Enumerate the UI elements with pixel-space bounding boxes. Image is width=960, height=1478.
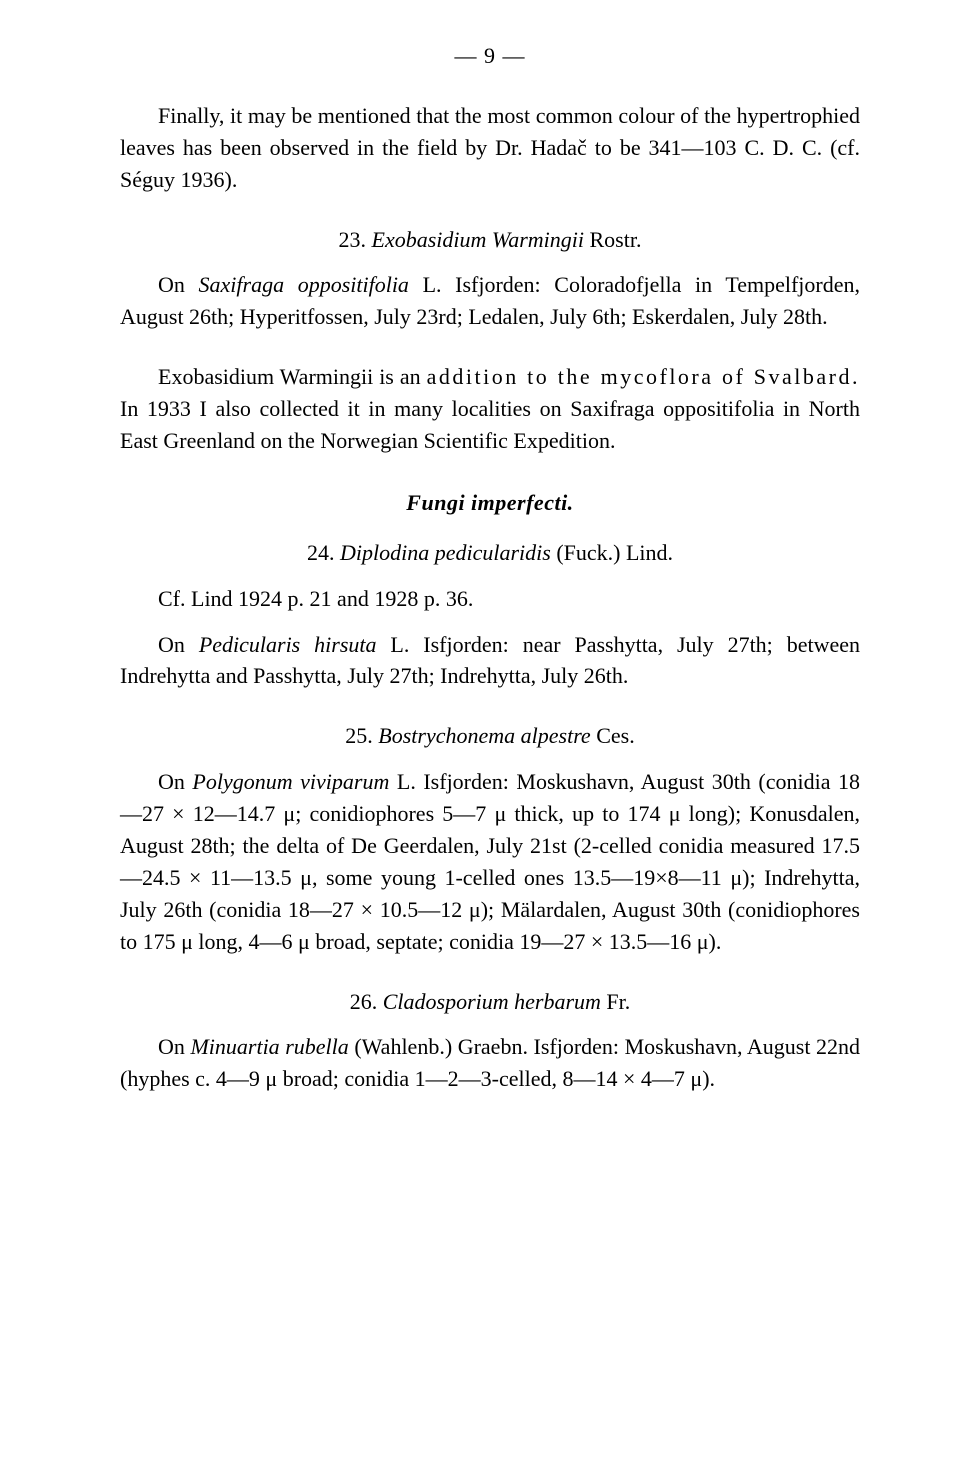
p7-text-a: On bbox=[158, 1034, 190, 1059]
species-26-name: Cladosporium herbarum bbox=[383, 989, 601, 1014]
p5-text-a: On bbox=[158, 632, 199, 657]
species-25-author: Ces. bbox=[596, 723, 635, 748]
p3-spaced-text: addition to the mycoflora of Svalbard. bbox=[427, 364, 860, 389]
species-24-reference: Cf. Lind 1924 p. 21 and 1928 p. 36. bbox=[120, 583, 860, 615]
species-24-number: 24. bbox=[307, 540, 335, 565]
species-23-author: Rostr. bbox=[590, 227, 642, 252]
species-24-author: (Fuck.) Lind. bbox=[556, 540, 673, 565]
p2-species-name: Saxifraga oppositifolia bbox=[199, 272, 409, 297]
p3-text-c: In 1933 I also collected it in many loca… bbox=[120, 396, 860, 453]
species-25-heading: 25. Bostrychonema alpestre Ces. bbox=[120, 720, 860, 752]
intro-paragraph: Finally, it may be mentioned that the mo… bbox=[120, 100, 860, 196]
species-24-heading: 24. Diplodina pedicularidis (Fuck.) Lind… bbox=[120, 537, 860, 569]
species-26-author: Fr. bbox=[606, 989, 630, 1014]
species-24-locality-paragraph: On Pedicularis hirsuta L. Isfjorden: nea… bbox=[120, 629, 860, 693]
species-25-locality-paragraph: On Polygonum viviparum L. Isfjorden: Mos… bbox=[120, 766, 860, 957]
fungi-imperfecti-heading: Fungi imperfecti. bbox=[120, 487, 860, 519]
species-26-heading: 26. Cladosporium herbarum Fr. bbox=[120, 986, 860, 1018]
species-26-locality-paragraph: On Minuartia rubella (Wahlenb.) Graebn. … bbox=[120, 1031, 860, 1095]
species-23-number: 23. bbox=[339, 227, 367, 252]
p2-text-a: On bbox=[158, 272, 199, 297]
p6-text-a: On bbox=[158, 769, 192, 794]
species-26-number: 26. bbox=[350, 989, 378, 1014]
species-24-name: Diplodina pedicularidis bbox=[340, 540, 551, 565]
page-number: — 9 — bbox=[120, 40, 860, 72]
species-23-heading: 23. Exobasidium Warmingii Rostr. bbox=[120, 224, 860, 256]
species-23-name: Exobasidium Warmingii bbox=[372, 227, 584, 252]
species-23-locality-paragraph: On Saxifraga oppositifolia L. Isfjorden:… bbox=[120, 269, 860, 333]
p7-species-name: Minuartia rubella bbox=[190, 1034, 348, 1059]
p6-species-name: Polygonum viviparum bbox=[192, 769, 389, 794]
p3-text-a: Exobasidium Warmingii is an bbox=[158, 364, 427, 389]
p6-text-c: L. Isfjorden: Moskushavn, August 30th (c… bbox=[120, 769, 860, 953]
species-25-name: Bostrychonema alpestre bbox=[378, 723, 590, 748]
p5-species-name: Pedicularis hirsuta bbox=[199, 632, 377, 657]
species-25-number: 25. bbox=[345, 723, 373, 748]
species-23-note-paragraph: Exobasidium Warmingii is an addition to … bbox=[120, 361, 860, 457]
